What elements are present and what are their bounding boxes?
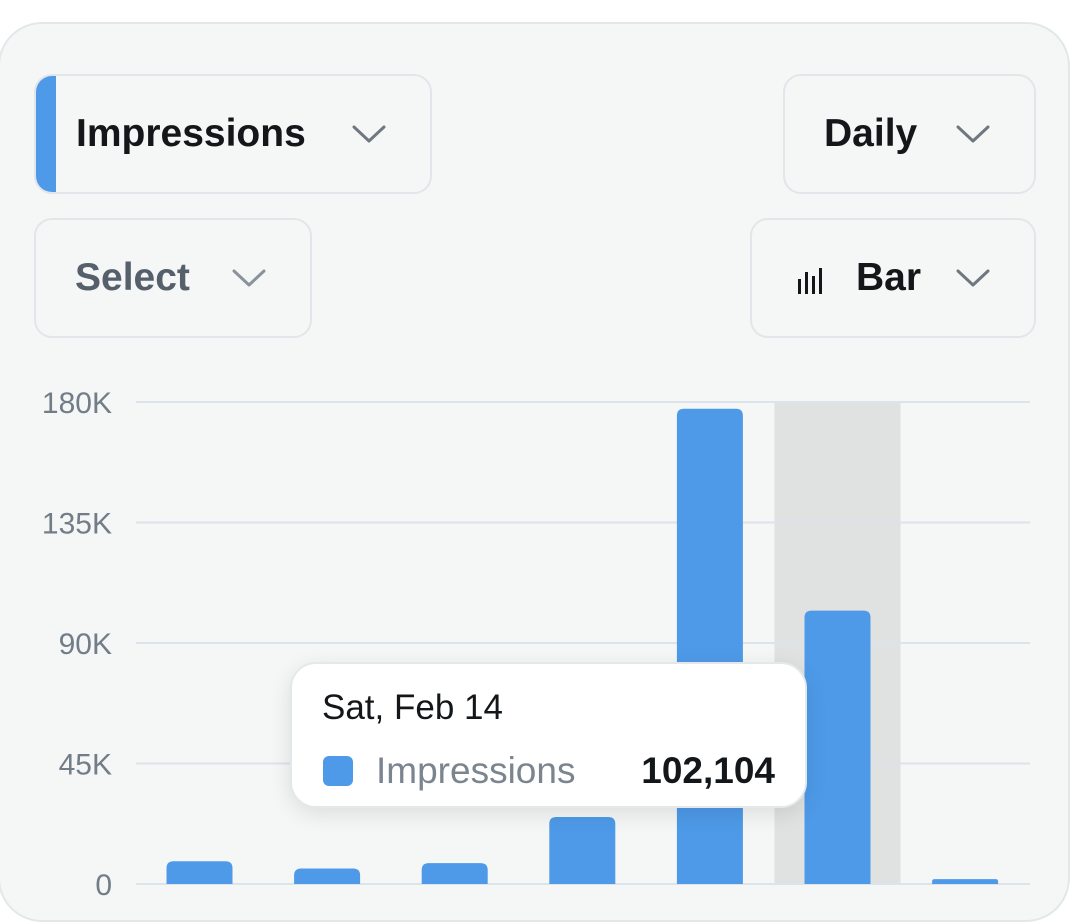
tooltip-date: Sat, Feb 14 bbox=[322, 688, 503, 727]
metric-color-indicator bbox=[36, 76, 56, 192]
bar[interactable] bbox=[932, 879, 999, 884]
select-dropdown-label: Select bbox=[75, 256, 190, 299]
y-tick-label: 90K bbox=[59, 628, 112, 661]
chevron-down-icon bbox=[352, 125, 386, 143]
tooltip-series-swatch bbox=[323, 756, 353, 786]
chevron-down-icon bbox=[956, 125, 990, 143]
tooltip-value: 102,104 bbox=[641, 750, 775, 791]
metric-dropdown[interactable]: Impressions bbox=[34, 74, 432, 194]
y-tick-label: 0 bbox=[95, 869, 112, 898]
y-tick-label: 135K bbox=[42, 508, 112, 541]
chevron-down-icon bbox=[956, 269, 990, 287]
chart-tooltip: Sat, Feb 14 Impressions 102,104 bbox=[290, 662, 807, 808]
chevron-down-icon bbox=[232, 269, 266, 287]
bar[interactable] bbox=[294, 868, 361, 884]
bar[interactable] bbox=[421, 863, 488, 884]
period-dropdown-label: Daily bbox=[824, 112, 918, 155]
compare-select-dropdown[interactable]: Select bbox=[34, 218, 312, 338]
bar[interactable] bbox=[676, 408, 743, 884]
bar[interactable] bbox=[804, 610, 871, 884]
chart-type-dropdown[interactable]: Bar bbox=[750, 218, 1036, 338]
y-tick-label: 45K bbox=[59, 749, 112, 782]
bar-chart-icon bbox=[798, 268, 822, 294]
chart-type-dropdown-label: Bar bbox=[856, 256, 922, 299]
bar[interactable] bbox=[166, 861, 233, 884]
metric-dropdown-label: Impressions bbox=[76, 112, 306, 155]
period-dropdown[interactable]: Daily bbox=[783, 74, 1036, 194]
y-tick-label: 180K bbox=[42, 387, 112, 420]
y-axis-ticks: 0 45K 90K 135K 180K bbox=[42, 387, 112, 898]
tooltip-series-label: Impressions bbox=[376, 750, 576, 791]
bar[interactable] bbox=[549, 817, 616, 884]
